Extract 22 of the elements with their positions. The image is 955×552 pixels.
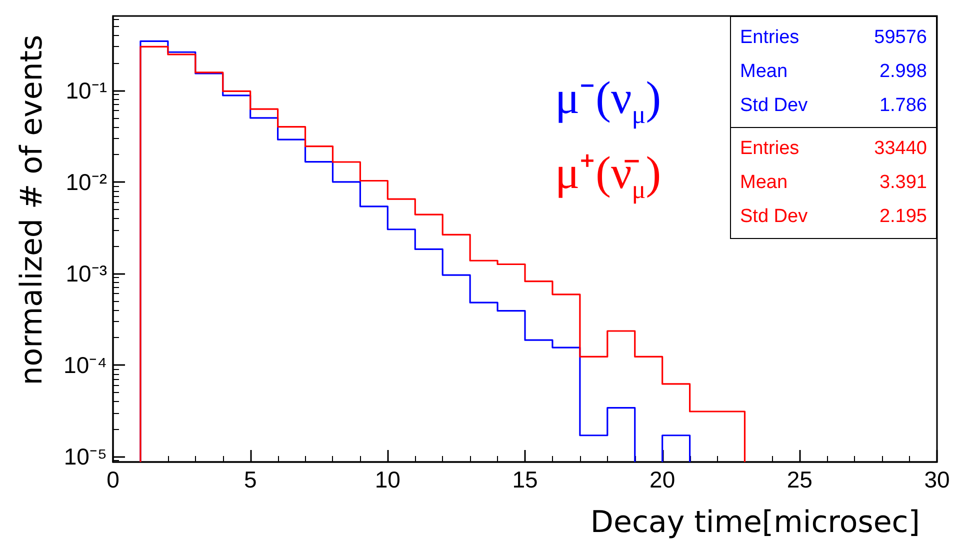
text: Std Dev 2.195: [740, 206, 927, 227]
y-tick-label: 10⁻²: [66, 168, 108, 195]
text: Mean 2.998: [740, 61, 927, 82]
y-axis-title: normalized # of events: [14, 34, 50, 386]
y-tick-label: 10⁻¹: [66, 77, 108, 104]
x-tick-label: 5: [244, 466, 257, 492]
x-tick-label: 15: [512, 466, 538, 492]
x-tick-label: 25: [786, 466, 812, 492]
x-tick-label: 0: [106, 466, 120, 492]
x-tick-label: 10: [374, 466, 400, 492]
x-tick-label: 30: [924, 466, 950, 492]
series-label: μ⁺(ν̄$_{μ}$): [555, 147, 662, 204]
text: μ⁻(ν$_{μ}$): [555, 72, 662, 130]
text: Entries 33440: [740, 138, 927, 159]
y-tick-label: 10⁻⁴: [64, 352, 107, 378]
y-tick-label: 10⁻³: [66, 260, 108, 286]
x-axis-title: Decay time[microsec]: [590, 505, 920, 540]
text: Mean 3.391: [740, 172, 927, 193]
y-tick-label: 10⁻⁵: [64, 443, 107, 470]
text: Std Dev 1.786: [740, 95, 927, 116]
text: Entries 59576: [740, 27, 927, 48]
x-tick-label: 20: [650, 466, 676, 492]
